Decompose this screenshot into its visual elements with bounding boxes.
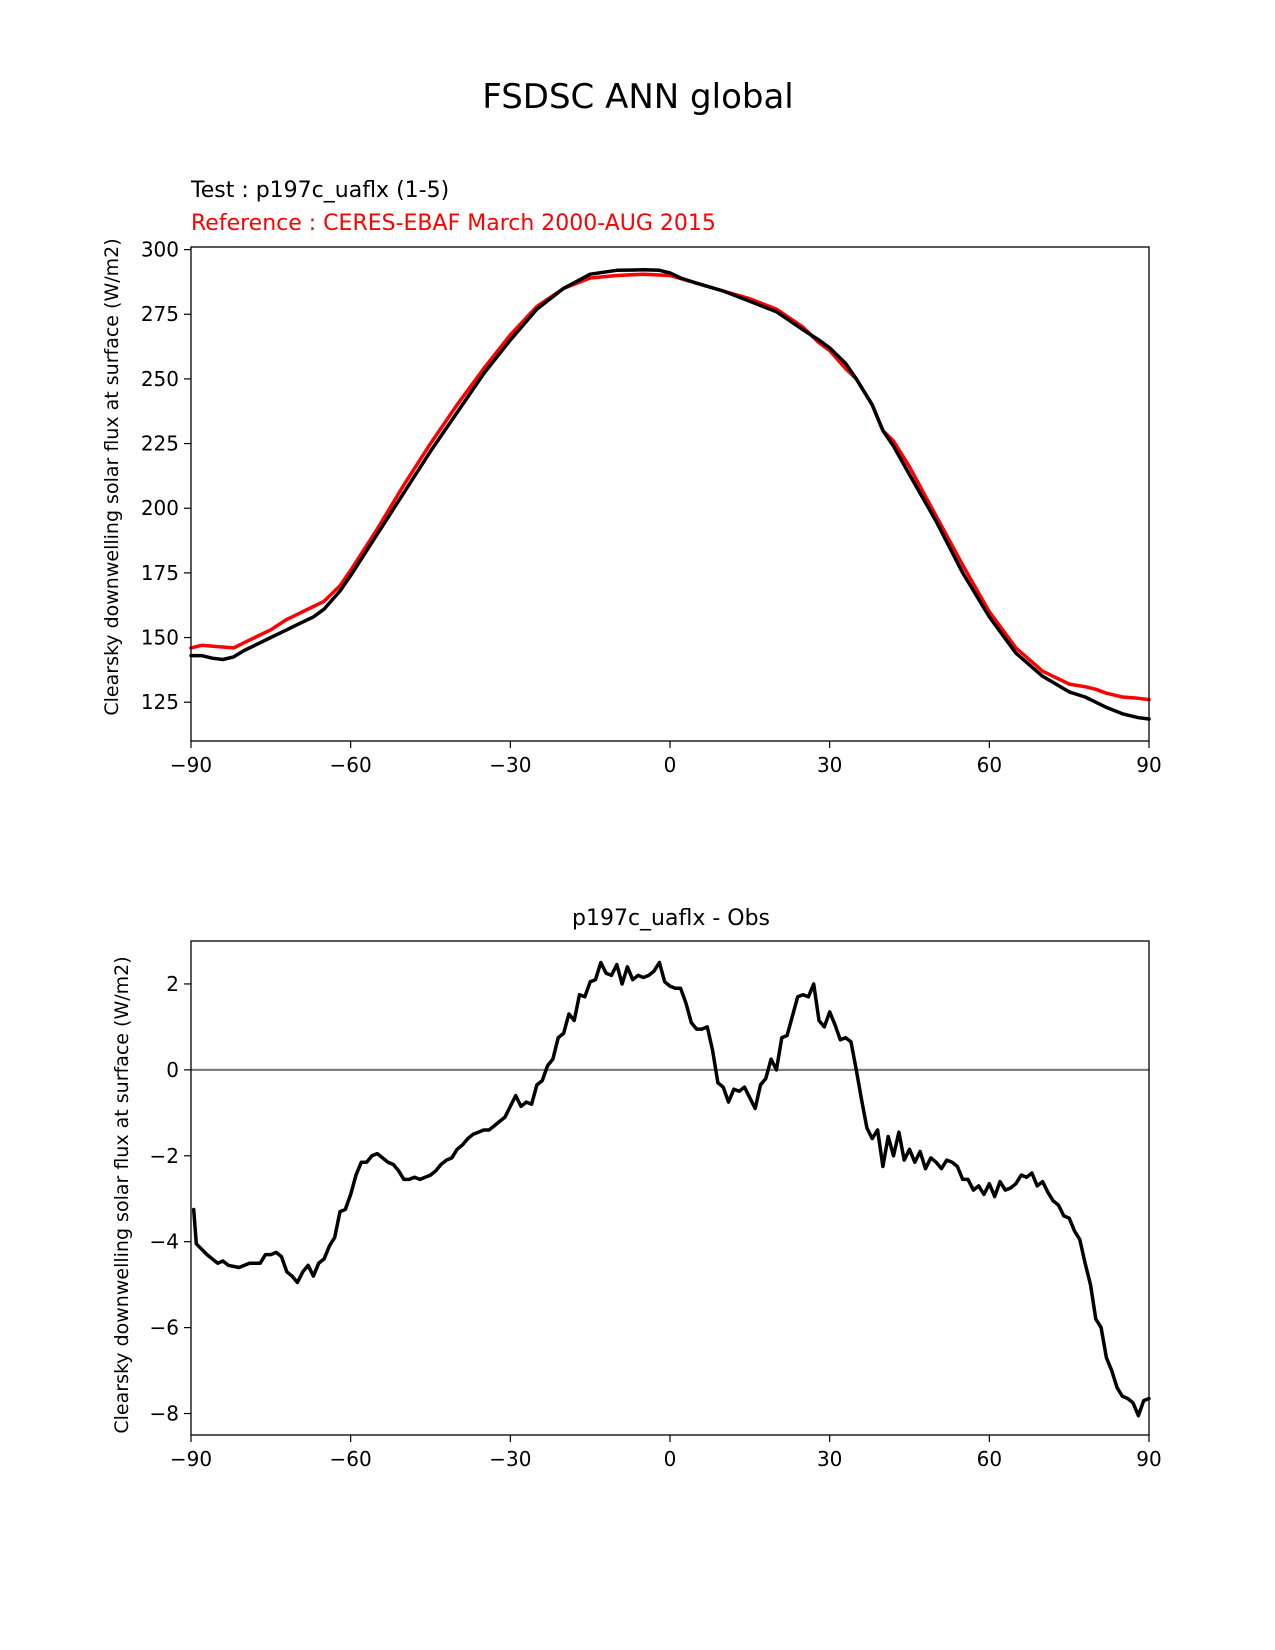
x-tick-label: −60: [330, 753, 372, 777]
bottom-panel: p197c_uaflx - Obs Clearsky downwelling s…: [111, 906, 1162, 1471]
top-y-axis-label: Clearsky downwelling solar flux at surfa…: [101, 238, 123, 715]
y-tick-label: 125: [141, 690, 179, 714]
bottom-plot-area: −90 −60 −30 0 30 60 90 −8 −6 −4 −2 0 2: [150, 940, 1162, 1471]
y-tick-label: 0: [166, 1058, 179, 1082]
series-line-test: [189, 268, 1151, 721]
x-tick-label: −90: [170, 753, 212, 777]
x-tick-label: −90: [170, 1447, 212, 1471]
top-plot-area: −90 −60 −30 0 30 60 90 125 150 175 200 225 250 275 300: [141, 238, 1162, 777]
x-tick-label: 60: [977, 753, 1002, 777]
y-tick-label: 200: [141, 496, 179, 520]
y-tick-label: −4: [150, 1230, 179, 1254]
figure-title: FSDSC ANN global: [482, 77, 793, 117]
y-tick-label: 225: [141, 432, 179, 456]
difference-title: p197c_uaflx - Obs: [572, 906, 770, 931]
y-tick-label: 175: [141, 561, 179, 585]
x-tick-label: −60: [330, 1447, 372, 1471]
x-tick-label: 0: [664, 753, 677, 777]
x-tick-label: 90: [1136, 1447, 1161, 1471]
y-tick-label: 250: [141, 367, 179, 391]
y-tick-label: −6: [150, 1316, 179, 1340]
y-tick-label: 275: [141, 302, 179, 326]
x-tick-label: 30: [817, 1447, 842, 1471]
y-tick-label: −2: [150, 1144, 179, 1168]
y-tick-label: 150: [141, 626, 179, 650]
top-panel: Test : p197c_uaflx (1-5) Reference : CER…: [101, 178, 1162, 777]
x-tick-label: −30: [489, 753, 531, 777]
x-tick-label: 60: [977, 1447, 1002, 1471]
y-tick-label: −8: [150, 1402, 179, 1426]
y-tick-label: 300: [141, 238, 179, 262]
test-label: Test : p197c_uaflx (1-5): [190, 178, 449, 203]
x-tick-label: −30: [489, 1447, 531, 1471]
x-tick-label: 0: [664, 1447, 677, 1471]
series-line-difference: [191, 960, 1151, 1418]
reference-label: Reference : CERES-EBAF March 2000-AUG 20…: [191, 211, 716, 236]
x-tick-label: 30: [817, 753, 842, 777]
x-tick-label: 90: [1136, 753, 1161, 777]
y-tick-label: 2: [166, 972, 179, 996]
bottom-y-axis-label: Clearsky downwelling solar flux at surfa…: [111, 956, 133, 1433]
